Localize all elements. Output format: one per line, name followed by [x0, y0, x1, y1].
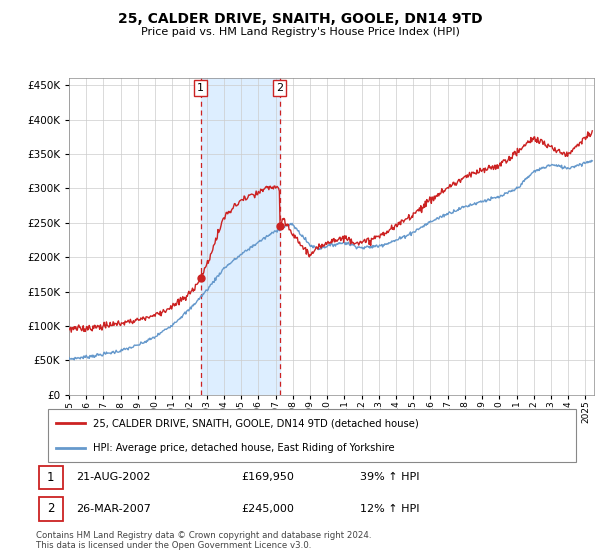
FancyBboxPatch shape	[39, 497, 63, 521]
Text: 2: 2	[276, 83, 283, 93]
Text: Price paid vs. HM Land Registry's House Price Index (HPI): Price paid vs. HM Land Registry's House …	[140, 27, 460, 37]
Text: 1: 1	[197, 83, 204, 93]
Text: 1: 1	[47, 471, 55, 484]
Text: £245,000: £245,000	[241, 504, 294, 514]
FancyBboxPatch shape	[39, 465, 63, 489]
Bar	[200, 78, 280, 395]
Text: 25, CALDER DRIVE, SNAITH, GOOLE, DN14 9TD: 25, CALDER DRIVE, SNAITH, GOOLE, DN14 9T…	[118, 12, 482, 26]
Text: 21-AUG-2002: 21-AUG-2002	[77, 473, 151, 483]
Text: £169,950: £169,950	[241, 473, 294, 483]
FancyBboxPatch shape	[48, 409, 576, 462]
Text: HPI: Average price, detached house, East Riding of Yorkshire: HPI: Average price, detached house, East…	[93, 442, 395, 452]
Text: 2: 2	[47, 502, 55, 515]
Text: 26-MAR-2007: 26-MAR-2007	[77, 504, 151, 514]
Text: 25, CALDER DRIVE, SNAITH, GOOLE, DN14 9TD (detached house): 25, CALDER DRIVE, SNAITH, GOOLE, DN14 9T…	[93, 418, 419, 428]
Text: Contains HM Land Registry data © Crown copyright and database right 2024.
This d: Contains HM Land Registry data © Crown c…	[36, 531, 371, 550]
Text: 12% ↑ HPI: 12% ↑ HPI	[360, 504, 419, 514]
Text: 39% ↑ HPI: 39% ↑ HPI	[360, 473, 419, 483]
